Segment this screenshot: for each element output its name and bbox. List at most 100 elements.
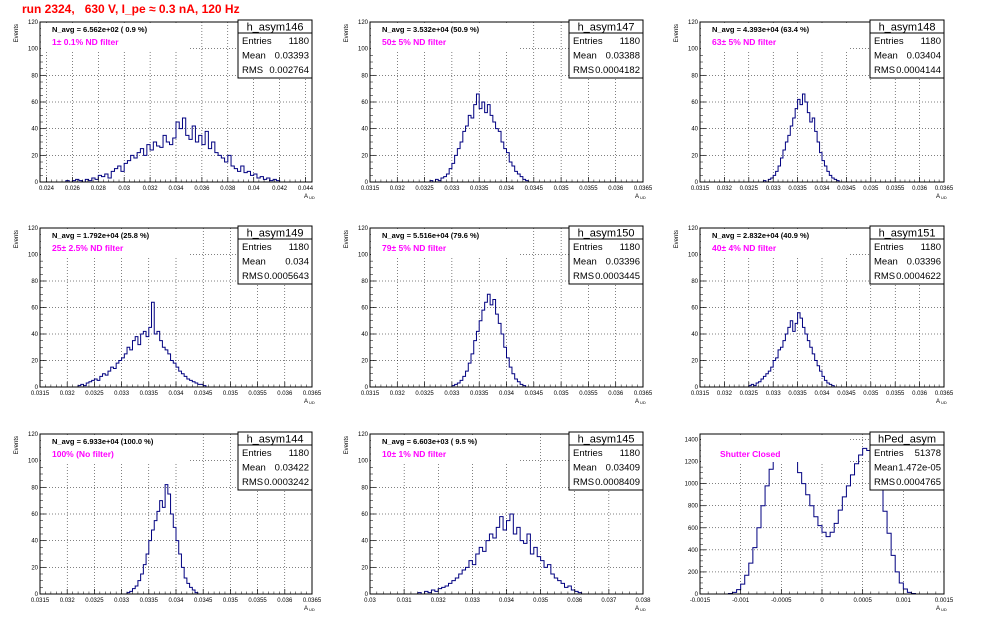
histogram-h-asym148: 0.0315 0.032 0.0325 0.033 0.0335 0.034 0.0345 0… — [674, 19, 954, 200]
y-tick-label: 800 — [688, 504, 699, 510]
annotation-box — [41, 229, 189, 256]
x-tick-label: 0.04 — [248, 186, 260, 192]
x-tick-label: 0.0315 — [691, 186, 710, 192]
stats-label: RMS — [874, 65, 895, 76]
x-axis-label-sub: UD — [941, 607, 947, 612]
y-axis: 0 200 400 600 800 1000 1200 1400 — [685, 438, 706, 598]
y-tick-label: 400 — [688, 548, 699, 554]
stats-values-box — [869, 32, 945, 79]
x-tick-label: -0.0015 — [690, 598, 711, 604]
x-tick-label: -0.001 — [732, 598, 750, 604]
stats-label: RMS — [573, 477, 594, 488]
stats-box: h_asym144 Entries 1180 Mean 0.03422 RMS 0.0003… — [237, 431, 313, 491]
x-tick-label: 0.036 — [277, 391, 293, 397]
x-axis-label-sub: UD — [309, 195, 315, 200]
stats-box: h_asym147 Entries 1180 Mean 0.03388 RMS 0.0004… — [568, 19, 644, 79]
y-tick-label: 40 — [691, 127, 698, 133]
stats-values-box — [237, 32, 313, 79]
x-tick-label: 0.0355 — [248, 391, 267, 397]
histogram-h-asym150: 0.0315 0.032 0.0325 0.033 0.0335 0.034 0.0345 0… — [344, 225, 653, 405]
x-tick-label: 0.034 — [499, 391, 515, 397]
stats-values-box — [869, 444, 945, 491]
y-tick-label: 120 — [358, 20, 369, 26]
stats-value: 1180 — [921, 36, 941, 47]
stats-value: 0.0004622 — [896, 271, 941, 282]
stats-values-box — [237, 444, 313, 491]
y-tick-label: 20 — [361, 565, 368, 571]
stats-label: Mean — [573, 51, 597, 62]
x-tick-label: 0.033 — [444, 391, 460, 397]
stats-title: h_asym149 — [247, 228, 304, 240]
x-tick-label: 0.035 — [863, 391, 879, 397]
y-axis: 0 20 40 60 80 100 120 Events — [344, 432, 376, 598]
stats-title: h_asym145 — [578, 434, 635, 446]
filter-note: 25± 2.5% ND filter — [52, 243, 124, 253]
x-axis-label: A — [635, 606, 639, 612]
y-tick-label: 0 — [365, 180, 369, 186]
y-tick-label: 20 — [31, 565, 38, 571]
x-tick-label: 0.036 — [194, 186, 210, 192]
x-axis: 0.024 0.026 0.028 0.03 0.032 0.034 0.036 0.038 0… — [39, 177, 315, 200]
x-tick-label: 0.034 — [168, 391, 184, 397]
x-tick-label: 0.035 — [533, 598, 549, 604]
annotation-box — [371, 23, 519, 50]
y-tick-label: 100 — [358, 459, 369, 465]
y-tick-label: 80 — [31, 73, 38, 79]
x-tick-label: 0.036 — [277, 598, 293, 604]
histogram-h-asym145: 0.03 0.031 0.032 0.033 0.034 0.035 0.036 0.037 0… — [344, 431, 651, 612]
y-tick-label: 600 — [688, 526, 699, 532]
stats-value: 0.03396 — [907, 257, 941, 268]
y-tick-label: 100 — [358, 253, 369, 259]
stats-title: hPed_asym — [878, 434, 936, 446]
x-tick-label: 0.0335 — [140, 598, 159, 604]
y-tick-label: 1200 — [685, 460, 699, 466]
x-tick-label: 0.0345 — [194, 391, 213, 397]
x-tick-label: 0.038 — [635, 598, 651, 604]
stats-value: 1180 — [620, 242, 640, 253]
y-tick-label: 100 — [688, 253, 699, 259]
x-tick-label: 0.0365 — [935, 186, 954, 192]
x-tick-label: 0.0355 — [886, 391, 905, 397]
x-tick-label: 0.042 — [272, 186, 288, 192]
stats-label: Entries — [242, 242, 272, 253]
y-tick-label: 100 — [688, 47, 699, 53]
y-tick-label: 60 — [31, 100, 38, 106]
x-tick-label: 0.0365 — [303, 391, 322, 397]
histogram-line — [429, 93, 529, 183]
stats-label: RMS — [242, 65, 263, 76]
x-tick-label: 0.033 — [766, 391, 782, 397]
y-axis-label: Events — [14, 24, 20, 42]
x-axis-label: A — [304, 399, 308, 405]
stats-label: RMS — [242, 477, 263, 488]
y-tick-label: 1000 — [685, 482, 699, 488]
x-tick-label: 0.026 — [65, 186, 81, 192]
y-tick-label: 100 — [28, 253, 39, 259]
navg-label: N_avg = 6.562e+02 ( 0.9 %) — [52, 25, 148, 34]
stats-value: 1180 — [289, 36, 309, 47]
y-tick-label: 60 — [691, 306, 698, 312]
stats-value: 0.03388 — [606, 51, 640, 62]
annotation-box — [701, 435, 849, 462]
y-tick-label: 60 — [361, 306, 368, 312]
stats-value: 0.0004765 — [896, 477, 941, 488]
x-tick-label: 0.034 — [168, 186, 184, 192]
x-tick-label: 0.032 — [431, 598, 447, 604]
x-axis-label-sub: UD — [941, 400, 947, 405]
y-axis-label: Events — [674, 24, 680, 42]
x-tick-label: 0.035 — [223, 598, 239, 604]
x-tick-label: 0.0325 — [85, 598, 104, 604]
y-axis-label: Events — [14, 436, 20, 454]
stats-label: Entries — [874, 242, 904, 253]
x-tick-label: 0.0325 — [85, 391, 104, 397]
x-tick-label: 0.0015 — [935, 598, 954, 604]
x-tick-label: 0.034 — [814, 186, 830, 192]
stats-box: h_asym148 Entries 1180 Mean 0.03404 RMS 0.0004… — [869, 19, 945, 79]
x-tick-label: 0.0345 — [837, 186, 856, 192]
x-axis-label: A — [936, 399, 940, 405]
stats-value: 1.472e-05 — [898, 463, 941, 474]
x-tick-label: 0.033 — [114, 391, 130, 397]
annotation-box — [41, 23, 189, 50]
histogram-h-asym151: 0.0315 0.032 0.0325 0.033 0.0335 0.034 0.0345 0… — [674, 225, 954, 405]
y-tick-label: 40 — [31, 539, 38, 545]
histogram-h-asym144: 0.0315 0.032 0.0325 0.033 0.0335 0.034 0.0345 0… — [14, 431, 322, 612]
